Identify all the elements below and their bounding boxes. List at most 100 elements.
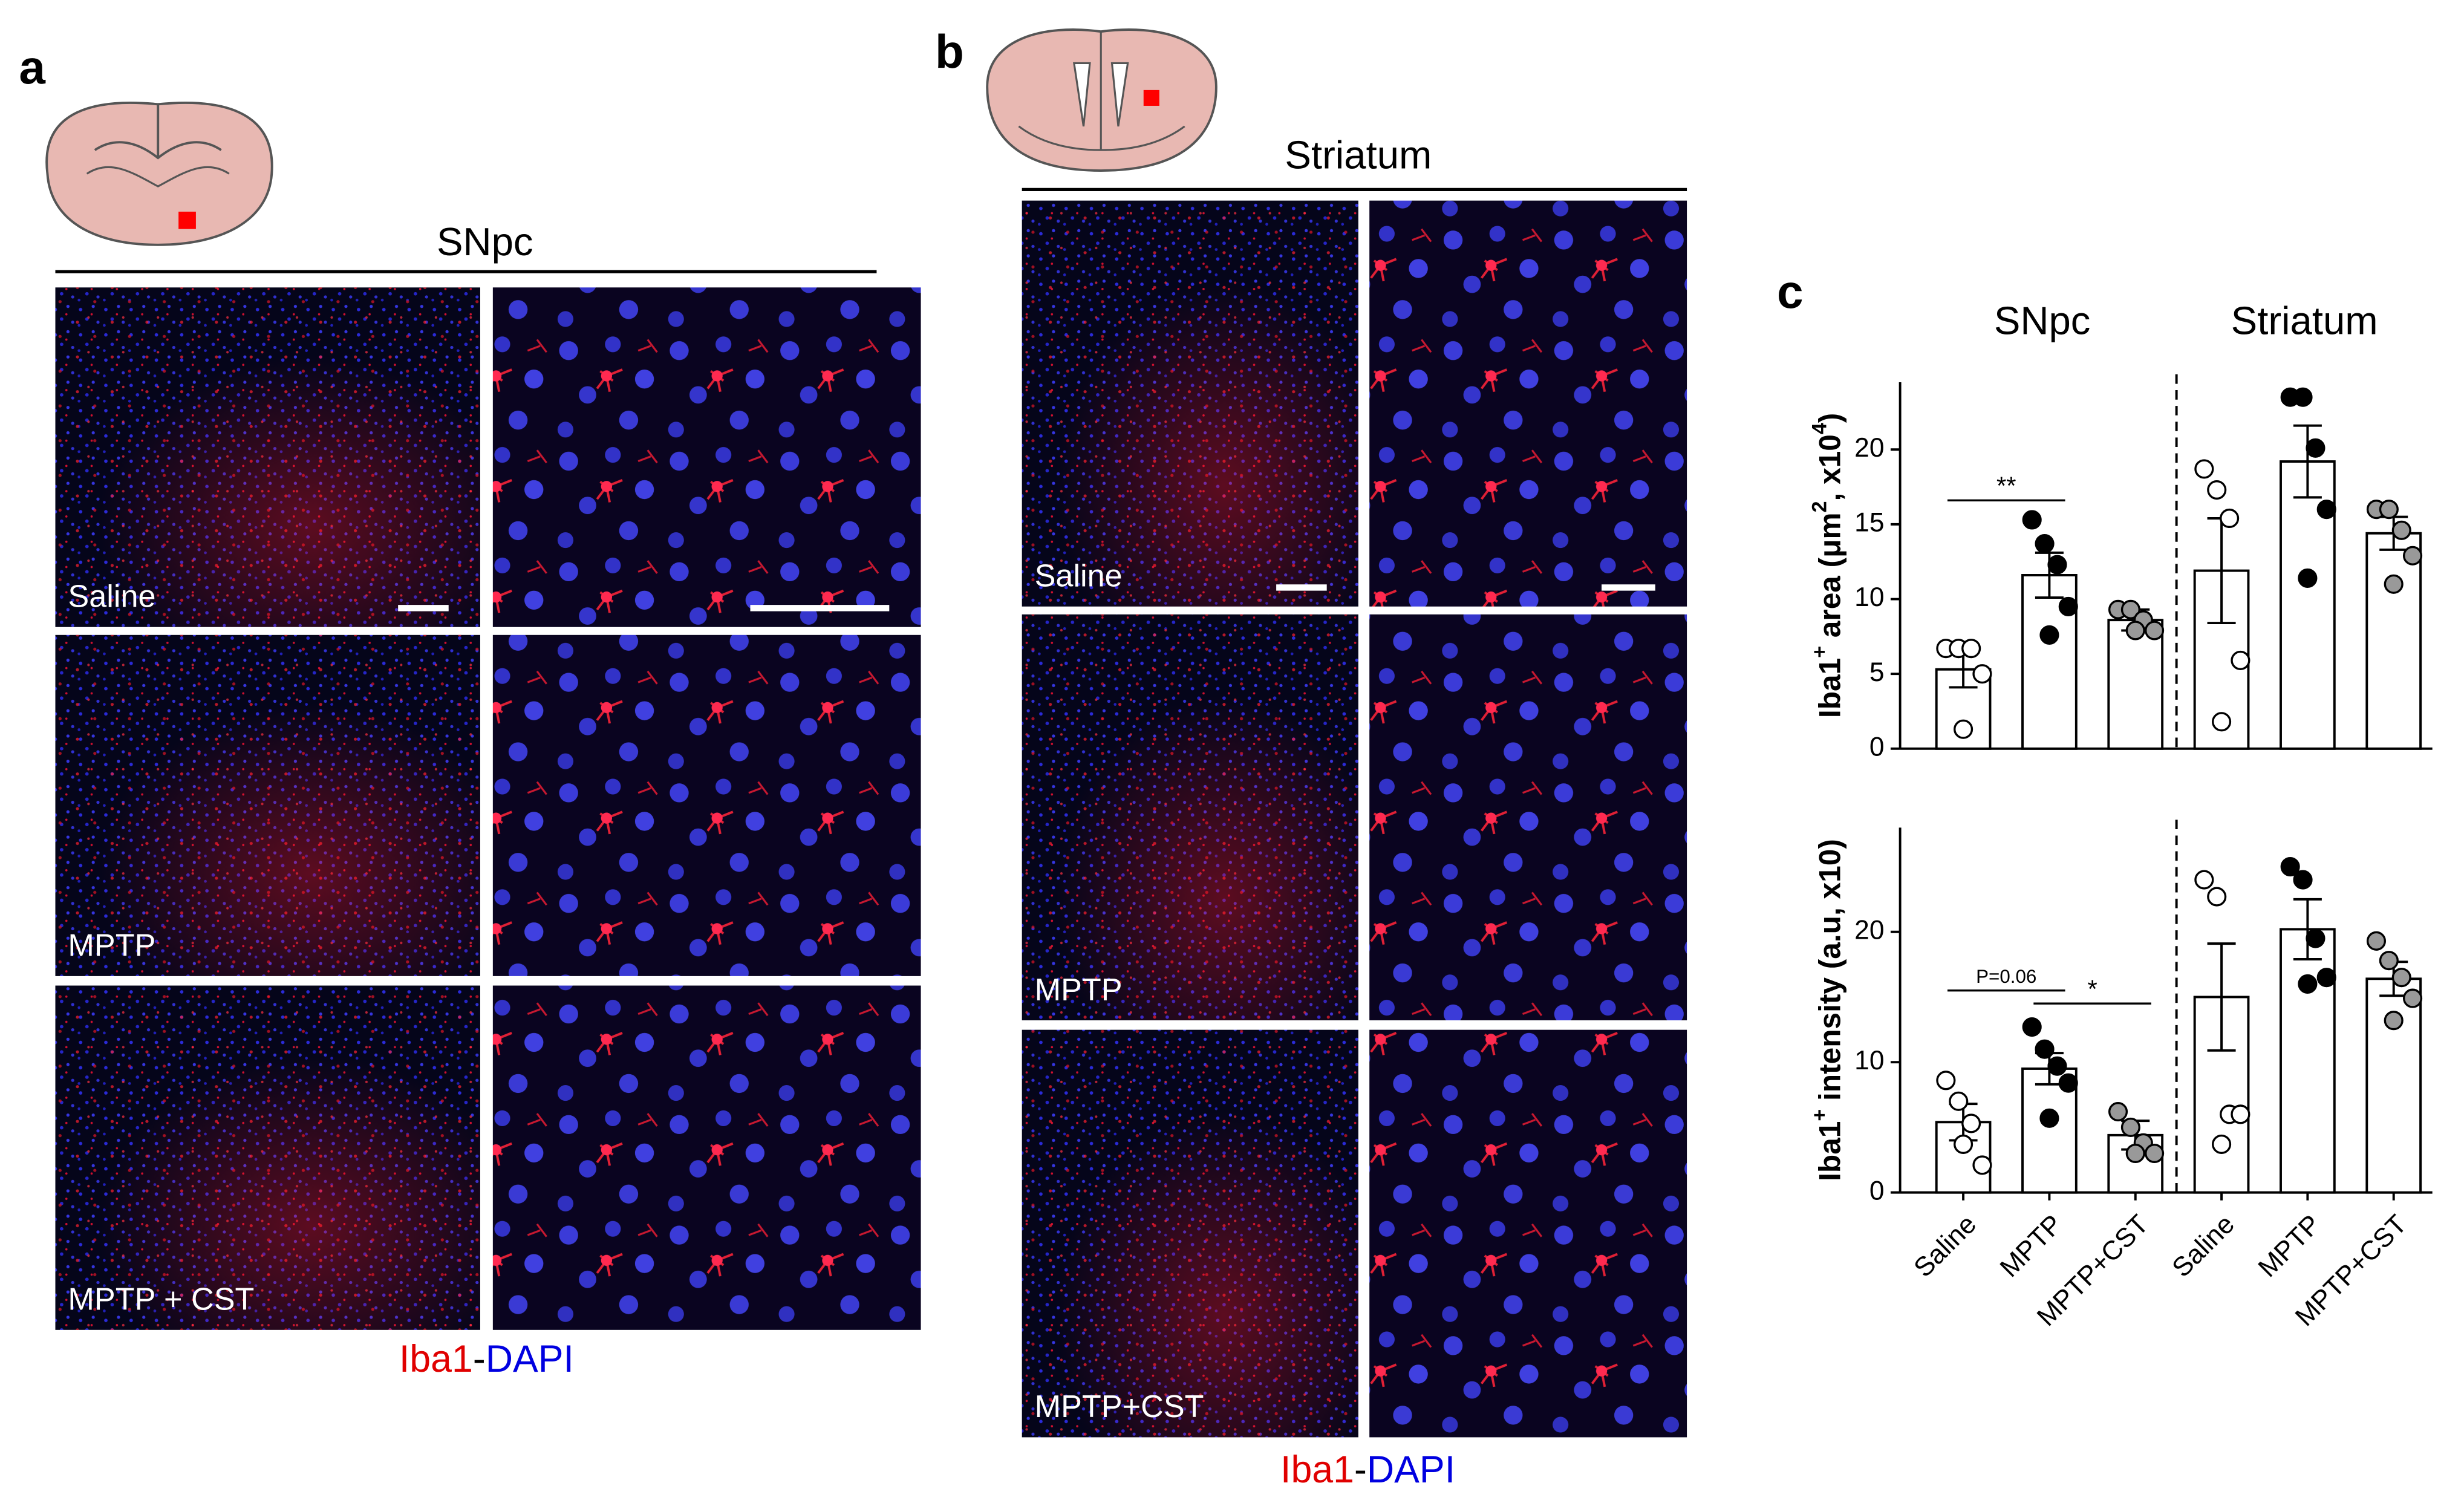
iba1-glow bbox=[1022, 614, 1358, 1020]
data-point bbox=[2280, 856, 2300, 877]
brain-icon bbox=[986, 28, 1217, 172]
stain-legend: Iba1-DAPI bbox=[399, 1338, 574, 1380]
data-point bbox=[1954, 719, 1973, 739]
y-label-sup: + bbox=[1808, 646, 1831, 658]
data-point bbox=[2207, 480, 2227, 500]
legend-dash: - bbox=[473, 1338, 486, 1380]
significance-label: P=0.06 bbox=[1976, 966, 2036, 987]
condition-label: MPTP + CST bbox=[68, 1282, 254, 1317]
legend-iba1: Iba1 bbox=[399, 1338, 473, 1380]
iba1-glow bbox=[55, 985, 480, 1330]
data-point bbox=[2022, 1017, 2042, 1037]
data-point bbox=[2366, 931, 2387, 951]
legend-dapi: DAPI bbox=[1367, 1448, 1455, 1490]
data-point bbox=[2391, 520, 2411, 540]
data-point bbox=[1972, 664, 1992, 684]
group-label: Striatum bbox=[2231, 299, 2378, 343]
data-point bbox=[2035, 533, 2055, 554]
micrograph-high bbox=[492, 985, 921, 1330]
condition-label: Saline bbox=[1035, 559, 1123, 594]
data-point bbox=[2058, 1073, 2078, 1093]
iba1-glow bbox=[55, 287, 480, 627]
group-label: SNpc bbox=[1994, 299, 2091, 343]
data-point bbox=[2212, 1134, 2232, 1154]
y-axis-label: Iba1+ intensity (a.u, x10) bbox=[1808, 839, 1846, 1181]
y-tick-label: 5 bbox=[1869, 657, 1885, 687]
data-point bbox=[2212, 712, 2232, 732]
y-label-part: ) bbox=[1813, 413, 1846, 423]
y-label-sup: 2 bbox=[1808, 501, 1831, 512]
data-point bbox=[2058, 596, 2078, 616]
data-point bbox=[2120, 1117, 2140, 1137]
data-point bbox=[2145, 621, 2165, 641]
panel-label: a bbox=[19, 41, 46, 94]
iba1-glow bbox=[55, 634, 480, 976]
data-point bbox=[2207, 887, 2227, 907]
y-axis-label: Iba1+ area (μm2, x104) bbox=[1808, 413, 1846, 718]
bar bbox=[2365, 532, 2422, 750]
data-point bbox=[2231, 1104, 2251, 1124]
y-label-part: area (μm bbox=[1813, 512, 1846, 646]
condition-label: Saline bbox=[68, 579, 155, 614]
y-tick-label: 0 bbox=[1869, 1176, 1885, 1205]
condition-label: MPTP bbox=[1035, 973, 1123, 1008]
panel-label: c bbox=[1777, 265, 1804, 318]
iba1-glow bbox=[1022, 200, 1358, 607]
data-point bbox=[2220, 508, 2240, 529]
data-point bbox=[1954, 1134, 1973, 1154]
micrograph-high bbox=[492, 634, 921, 976]
micrographs-a: Saline MPTP MPTP + CST bbox=[55, 287, 921, 1330]
data-point bbox=[2293, 870, 2313, 890]
data-point bbox=[2293, 387, 2313, 407]
brain-icon bbox=[45, 102, 273, 246]
data-point bbox=[2039, 625, 2059, 645]
data-point bbox=[2402, 546, 2423, 566]
data-point bbox=[2298, 974, 2318, 994]
bar bbox=[2107, 619, 2164, 750]
y-label-part: Iba1 bbox=[1813, 1121, 1846, 1181]
data-point bbox=[2384, 574, 2404, 594]
significance-label: ** bbox=[1996, 471, 2016, 500]
y-tick-label: 20 bbox=[1854, 915, 1884, 945]
data-point bbox=[2022, 510, 2042, 530]
data-point bbox=[2306, 928, 2325, 948]
condition-label: MPTP bbox=[68, 928, 155, 963]
data-point bbox=[1936, 1071, 1956, 1090]
data-point bbox=[2145, 1143, 2165, 1164]
y-label-sup: + bbox=[1808, 1109, 1831, 1121]
stain-legend: Iba1-DAPI bbox=[1280, 1448, 1455, 1490]
legend-dapi: DAPI bbox=[486, 1338, 574, 1380]
y-label-part: intensity (a.u, x10) bbox=[1813, 839, 1846, 1109]
condition-label: MPTP+CST bbox=[1035, 1389, 1204, 1424]
data-point bbox=[2035, 1039, 2055, 1059]
data-point bbox=[1972, 1155, 1992, 1175]
data-point bbox=[2120, 599, 2140, 619]
micrograph-high bbox=[1369, 200, 1687, 607]
data-point bbox=[2194, 870, 2214, 890]
data-point bbox=[2384, 1011, 2404, 1031]
data-point bbox=[2402, 988, 2423, 1008]
y-label-sup: 4 bbox=[1808, 423, 1831, 434]
data-point bbox=[1961, 1113, 1981, 1133]
data-point bbox=[2316, 500, 2336, 520]
x-tick-label: MPTP bbox=[2253, 1209, 2327, 1283]
legend-iba1: Iba1 bbox=[1280, 1448, 1354, 1490]
panel-label: b bbox=[935, 25, 964, 78]
data-point bbox=[2194, 459, 2214, 479]
data-point bbox=[1949, 1091, 1969, 1111]
data-point bbox=[2316, 968, 2336, 988]
iba1-glow bbox=[1022, 1029, 1358, 1438]
y-tick-label: 10 bbox=[1854, 582, 1884, 612]
micrograph-high bbox=[1369, 1029, 1687, 1438]
data-point bbox=[2047, 1056, 2067, 1076]
data-point bbox=[1961, 639, 1981, 659]
x-tick-label: Saline bbox=[1908, 1209, 1982, 1283]
x-tick-label: MPTP bbox=[1995, 1209, 2068, 1283]
data-point bbox=[2391, 968, 2411, 988]
significance-label: * bbox=[2087, 974, 2097, 1003]
legend-dash: - bbox=[1354, 1448, 1367, 1490]
y-tick-label: 0 bbox=[1869, 732, 1885, 762]
y-tick-label: 20 bbox=[1854, 433, 1884, 463]
data-point bbox=[2047, 555, 2067, 575]
y-tick-label: 10 bbox=[1854, 1046, 1884, 1075]
